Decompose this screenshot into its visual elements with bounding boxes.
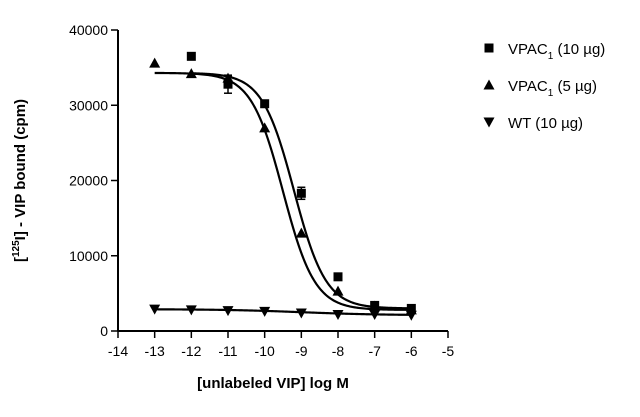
x-tick-label: -9 bbox=[295, 343, 308, 359]
x-tick-label: -14 bbox=[108, 343, 128, 359]
legend-label-3: WT (10 µg) bbox=[508, 115, 583, 132]
x-tick-label: -8 bbox=[332, 343, 345, 359]
data-point-series-3 bbox=[222, 306, 234, 317]
x-tick-label: -6 bbox=[405, 343, 418, 359]
x-tick-label: -5 bbox=[442, 343, 455, 359]
data-point-series-3 bbox=[295, 308, 307, 319]
legend-marker-2 bbox=[483, 79, 495, 90]
x-tick-label: -12 bbox=[181, 343, 201, 359]
data-point-series-1 bbox=[260, 99, 270, 109]
y-tick-label: 10000 bbox=[69, 248, 108, 264]
legend-marker-3 bbox=[483, 117, 495, 128]
data-point-series-2 bbox=[332, 285, 344, 296]
y-tick-label: 40000 bbox=[69, 22, 108, 38]
fit-curve-series-3 bbox=[154, 308, 412, 316]
x-tick-label: -11 bbox=[218, 343, 237, 359]
data-point-series-3 bbox=[332, 309, 344, 320]
x-axis-title: [unlabeled VIP] log M bbox=[197, 375, 349, 392]
legend-label-1: VPAC1 (10 µg) bbox=[508, 41, 605, 62]
data-point-series-1 bbox=[223, 79, 233, 89]
legend-marker-1 bbox=[484, 43, 494, 53]
data-point-series-3 bbox=[369, 309, 381, 320]
axes: -14 -13 -12 -11 -10 -9 -8 -7 -6 -5 0 10000 20000 3000… bbox=[11, 22, 454, 392]
data-point-series-2 bbox=[149, 57, 161, 68]
fit-curve-series-2 bbox=[154, 71, 412, 311]
data-point-series-3 bbox=[405, 310, 417, 321]
x-tick-label: -7 bbox=[368, 343, 381, 359]
fit-curves bbox=[154, 71, 412, 316]
data-point-series-2 bbox=[259, 122, 271, 133]
data-point-series-2 bbox=[295, 227, 307, 238]
x-tick-label: -13 bbox=[145, 343, 165, 359]
data-point-series-3 bbox=[149, 304, 161, 315]
data-point-series-2 bbox=[222, 72, 234, 83]
legend-label-2: VPAC1 (5 µg) bbox=[508, 78, 597, 99]
y-tick-label: 30000 bbox=[69, 97, 108, 113]
data-point-series-1 bbox=[296, 188, 306, 198]
data-points bbox=[149, 51, 417, 321]
x-tick-label: -10 bbox=[255, 343, 275, 359]
legend: VPAC1 (10 µg) VPAC1 (5 µg) WT (10 µg) bbox=[483, 41, 605, 132]
data-point-series-2 bbox=[185, 68, 197, 79]
data-point-series-3 bbox=[185, 305, 197, 316]
data-point-series-3 bbox=[259, 306, 271, 317]
data-point-series-1 bbox=[333, 272, 343, 282]
y-axis-title: [125I] - VIP bound (cpm) bbox=[11, 99, 29, 262]
data-point-series-2 bbox=[369, 300, 381, 311]
data-point-series-1 bbox=[186, 51, 196, 61]
y-tick-label: 0 bbox=[100, 323, 108, 339]
y-tick-label: 20000 bbox=[69, 173, 108, 189]
